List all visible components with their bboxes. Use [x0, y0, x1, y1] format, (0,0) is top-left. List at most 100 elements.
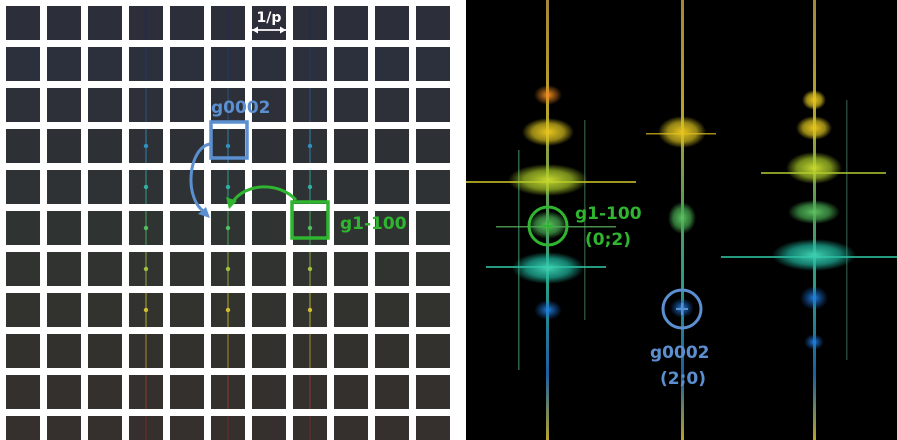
- tile-streak: [227, 88, 229, 122]
- g0002-spot-index: (2;0): [660, 369, 706, 389]
- diffraction-tile: [375, 416, 409, 440]
- diffraction-tile: [334, 129, 368, 163]
- diffraction-tile: [6, 47, 40, 81]
- diffraction-tile: [334, 47, 368, 81]
- diffraction-tile: [252, 211, 286, 245]
- green-arrowhead: [226, 197, 237, 209]
- diffraction-tile: [170, 47, 204, 81]
- diffraction-spots: [508, 85, 856, 350]
- diffraction-tile: [6, 334, 40, 368]
- diffraction-tile: [334, 211, 368, 245]
- diffraction-tile: [416, 6, 450, 40]
- diffraction-tile: [170, 375, 204, 409]
- diffraction-tile: [375, 252, 409, 286]
- g1-100-highlight-box: [290, 200, 330, 240]
- diffraction-tile: [252, 252, 286, 286]
- g0002-spot-label: g0002: [650, 343, 709, 363]
- diffraction-tile: [334, 375, 368, 409]
- diffraction-tile: [416, 293, 450, 327]
- tile-spot: [225, 143, 231, 149]
- blue-curved-arrow: [189, 142, 211, 215]
- tile-streak: [227, 375, 229, 409]
- diffraction-tile: [334, 252, 368, 286]
- diffraction-tile: [375, 293, 409, 327]
- diffraction-tile: [47, 129, 81, 163]
- diffraction-tile: [334, 6, 368, 40]
- tile-streak: [145, 6, 147, 40]
- tile-streak: [227, 416, 229, 440]
- diffraction-tile-grid: 1/p g0002 g1-100: [6, 6, 450, 440]
- blue-arrowhead: [198, 207, 210, 218]
- diffraction-tile: [252, 334, 286, 368]
- diffraction-tile: [170, 211, 204, 245]
- diffraction-tile: [88, 416, 122, 440]
- diffraction-tile: [416, 129, 450, 163]
- diffraction-tile: [170, 129, 204, 163]
- diffraction-tile: [252, 88, 286, 122]
- diffraction-tile: [375, 88, 409, 122]
- diffraction-tile: [416, 88, 450, 122]
- diffraction-tile: [416, 334, 450, 368]
- diffraction-tile: [88, 375, 122, 409]
- diffraction-tile: [416, 416, 450, 440]
- diffraction-tile: [170, 6, 204, 40]
- diffraction-tile: [252, 6, 286, 40]
- diffraction-tile: [375, 6, 409, 40]
- tile-grid: [6, 6, 450, 440]
- tile-streak: [309, 88, 311, 122]
- tile-spot: [143, 307, 149, 313]
- diffraction-tile: [6, 170, 40, 204]
- diffraction-tile: [375, 334, 409, 368]
- diffraction-tile: [252, 375, 286, 409]
- diffraction-tile: [416, 47, 450, 81]
- diffraction-tile: [334, 170, 368, 204]
- diffraction-tile: [334, 416, 368, 440]
- tile-spot: [307, 143, 313, 149]
- diffraction-tile: [88, 88, 122, 122]
- tile-spot: [143, 225, 149, 231]
- diffraction-tile: [6, 129, 40, 163]
- diffraction-tile: [416, 375, 450, 409]
- diffraction-tile: [88, 47, 122, 81]
- diffraction-tile: [334, 334, 368, 368]
- g1-100-spot-marker: [527, 205, 569, 247]
- diffraction-tile: [6, 6, 40, 40]
- diffraction-tile: [47, 6, 81, 40]
- tile-streak: [309, 334, 311, 368]
- diffraction-tile: [170, 416, 204, 440]
- tile-spot: [225, 307, 231, 313]
- diffraction-tile: [88, 170, 122, 204]
- diffraction-tile: [170, 170, 204, 204]
- diffraction-tile: [170, 88, 204, 122]
- diffraction-tile: [170, 293, 204, 327]
- diffraction-tile: [170, 334, 204, 368]
- diffraction-pattern-panel: g1-100 (0;2) g0002 (2;0): [466, 0, 897, 440]
- diffraction-tile: [47, 88, 81, 122]
- diffraction-tile: [47, 170, 81, 204]
- diffraction-tile: [6, 211, 40, 245]
- diffraction-tile: [416, 170, 450, 204]
- tile-streak: [309, 47, 311, 81]
- tile-streak: [227, 334, 229, 368]
- tile-spot: [143, 184, 149, 190]
- diffraction-tile: [252, 293, 286, 327]
- tile-streak: [227, 6, 229, 40]
- g1-100-box-label: g1-100: [340, 214, 407, 234]
- diffraction-tile: [6, 88, 40, 122]
- tile-spot: [143, 266, 149, 272]
- green-curved-arrow: [230, 185, 298, 204]
- diffraction-tile: [375, 129, 409, 163]
- tile-spot: [225, 225, 231, 231]
- diffraction-tile: [375, 47, 409, 81]
- g0002-spot-marker: [661, 288, 703, 330]
- g1-100-spot-index: (0;2): [585, 230, 631, 250]
- tile-streak: [145, 88, 147, 122]
- diffraction-tile: [88, 129, 122, 163]
- tile-spot: [307, 266, 313, 272]
- diffraction-tile: [416, 252, 450, 286]
- tile-streak: [145, 47, 147, 81]
- diffraction-tile: [416, 211, 450, 245]
- g1-100-spot-label: g1-100: [575, 204, 642, 224]
- tile-streak: [145, 334, 147, 368]
- diffraction-tile: [375, 170, 409, 204]
